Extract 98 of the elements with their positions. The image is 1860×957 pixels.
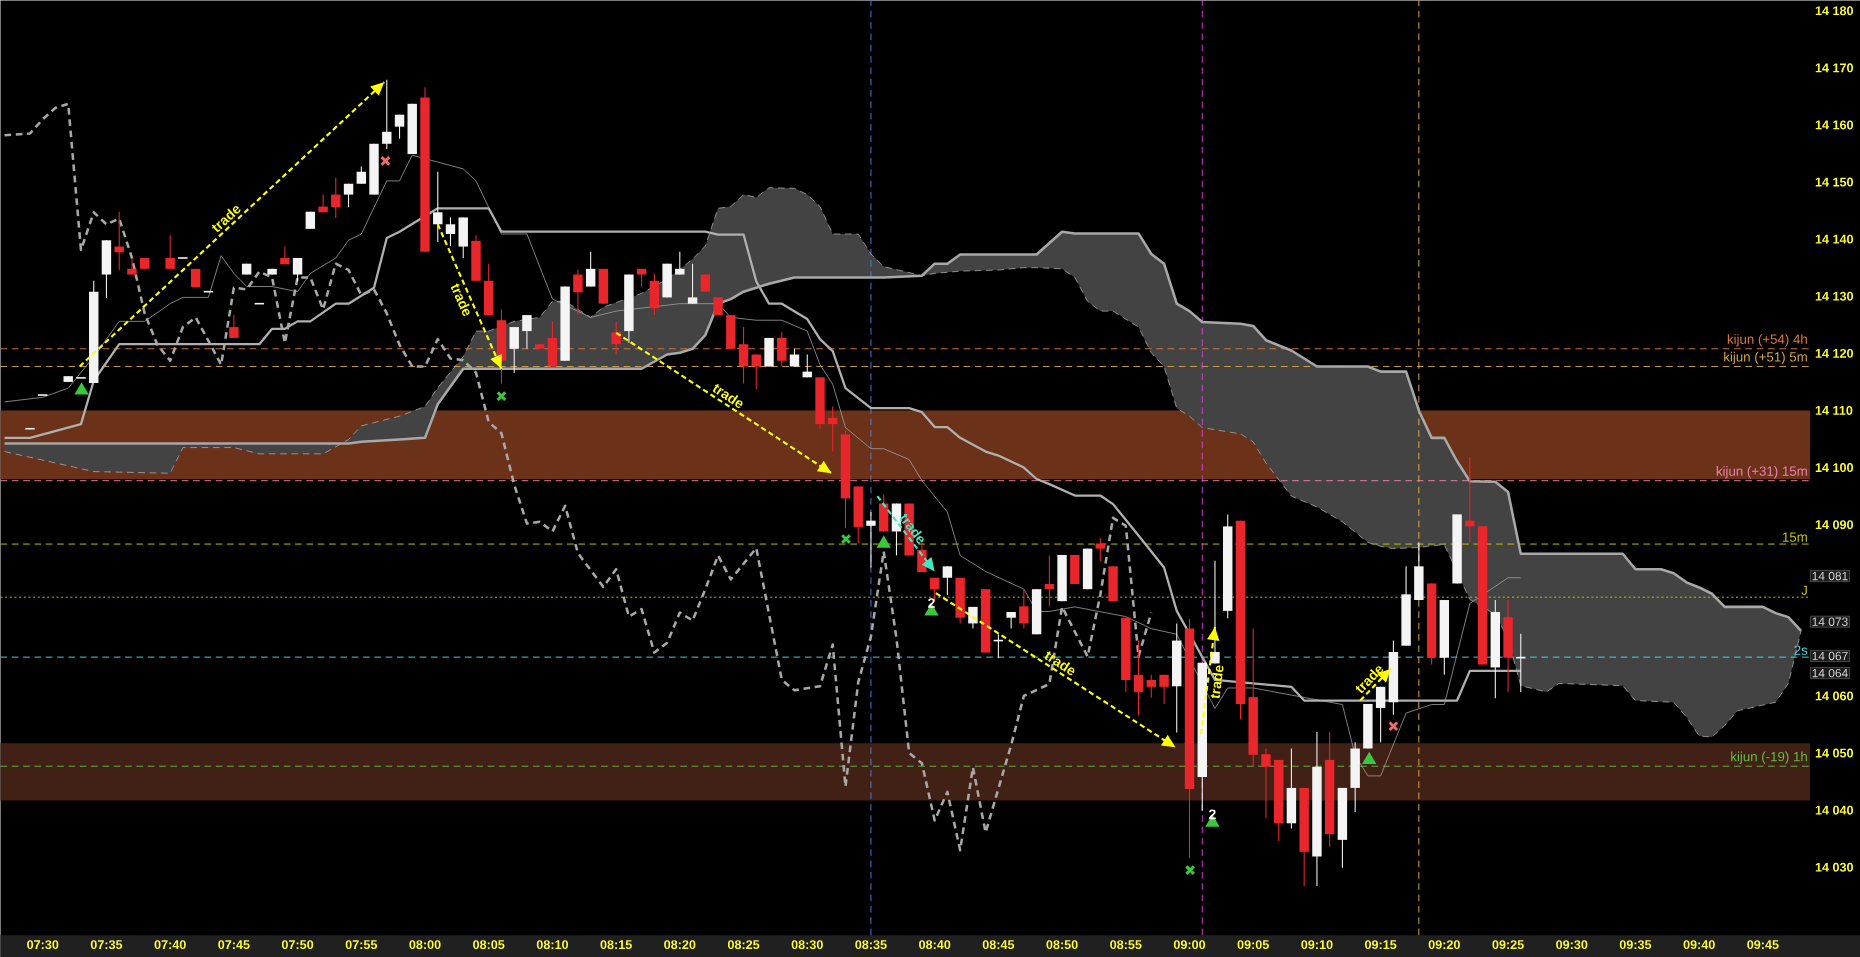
annotation: trade bbox=[1210, 665, 1224, 699]
candlestick bbox=[738, 326, 749, 385]
y-tick-label: 14 040 bbox=[1815, 805, 1854, 815]
ref-line-label: kijun (-19) 1h bbox=[1731, 751, 1807, 764]
candlestick bbox=[1044, 554, 1055, 607]
x-tick-label: 08:55 bbox=[1110, 940, 1142, 949]
x-tick-label: 08:50 bbox=[1046, 940, 1078, 949]
annotation: 2 bbox=[1209, 809, 1216, 820]
candlestick bbox=[573, 268, 583, 316]
candlestick bbox=[522, 314, 532, 350]
y2-tick-label: 14 064 bbox=[1812, 668, 1848, 678]
y2-tick-label: 14 073 bbox=[1812, 617, 1848, 626]
point bbox=[1388, 720, 1399, 732]
ref-line-label: kijun (+54) 4h bbox=[1727, 334, 1807, 347]
y-tick-label: 14 100 bbox=[1815, 462, 1854, 472]
x-tick-label: 07:55 bbox=[345, 940, 378, 949]
x-tick-label: 08:00 bbox=[409, 940, 441, 949]
candlestick bbox=[1261, 747, 1271, 819]
y2-tick-label: 14 067 bbox=[1812, 651, 1848, 661]
y2-tick-label: 14 081 bbox=[1812, 571, 1848, 581]
candlestick bbox=[585, 251, 596, 287]
candlestick bbox=[751, 353, 761, 390]
ref-line-label: 15m bbox=[1782, 532, 1807, 542]
candlestick bbox=[1133, 639, 1144, 716]
x-tick-label: 08:10 bbox=[536, 940, 569, 949]
candlestick bbox=[611, 320, 621, 355]
x-tick-label: 09:25 bbox=[1492, 940, 1524, 949]
x-tick-label: 09:10 bbox=[1301, 940, 1333, 949]
annotation: 2 bbox=[928, 598, 935, 608]
ref-line-label: 2s bbox=[1794, 645, 1808, 655]
x-tick-label: 08:25 bbox=[727, 940, 760, 949]
x-tick-label: 07:35 bbox=[90, 940, 123, 949]
x-tick-label: 08:45 bbox=[982, 940, 1015, 949]
candlestick bbox=[687, 263, 698, 305]
candlestick bbox=[777, 331, 787, 367]
candlestick bbox=[509, 326, 519, 374]
candlestick bbox=[331, 176, 341, 219]
x-tick-label: 07:50 bbox=[281, 940, 314, 949]
x-tick-label: 09:35 bbox=[1619, 940, 1652, 949]
y-tick-label: 14 060 bbox=[1815, 691, 1854, 701]
point bbox=[496, 390, 507, 402]
candlestick bbox=[445, 216, 456, 247]
candlestick bbox=[1095, 537, 1105, 562]
candlestick bbox=[127, 257, 137, 275]
x-tick-label: 09:00 bbox=[1173, 940, 1206, 949]
x-tick-label: 08:05 bbox=[473, 940, 505, 949]
point bbox=[1184, 864, 1196, 876]
y-tick-label: 14 140 bbox=[1815, 234, 1854, 244]
candlestick bbox=[1019, 588, 1029, 630]
point bbox=[840, 533, 852, 545]
x-tick-label: 09:15 bbox=[1365, 940, 1397, 949]
x-tick-label: 09:40 bbox=[1683, 940, 1715, 949]
candlestick bbox=[165, 234, 175, 270]
ref-line-label: J bbox=[1801, 585, 1807, 595]
candlestick bbox=[828, 405, 838, 452]
x-tick-label: 07:40 bbox=[154, 940, 186, 949]
x-tick-label: 09:05 bbox=[1237, 940, 1269, 949]
candlestick bbox=[866, 511, 876, 568]
x-tick-label: 08:30 bbox=[791, 940, 823, 949]
point bbox=[877, 536, 890, 548]
x-tick-label: 09:20 bbox=[1428, 940, 1460, 949]
y-tick-label: 14 180 bbox=[1815, 6, 1854, 16]
point bbox=[75, 383, 88, 395]
candlestick bbox=[1146, 674, 1156, 699]
candlestick bbox=[433, 171, 443, 243]
y-tick-label: 14 150 bbox=[1815, 177, 1854, 187]
x-tick-label: 07:30 bbox=[27, 940, 59, 949]
candlestick bbox=[942, 565, 953, 596]
annotation: trade bbox=[451, 283, 470, 316]
candlestick bbox=[675, 251, 685, 275]
candlestick bbox=[114, 211, 124, 271]
y-tick-label: 14 170 bbox=[1815, 63, 1854, 73]
x-tick-label: 08:15 bbox=[600, 940, 632, 949]
x-tick-label: 07:45 bbox=[218, 940, 250, 949]
point bbox=[1363, 753, 1376, 764]
y-tick-label: 14 130 bbox=[1815, 291, 1854, 301]
candlestick bbox=[1006, 611, 1016, 630]
candlestick bbox=[318, 193, 328, 213]
candlestick bbox=[1515, 633, 1527, 693]
y-tick-label: 14 120 bbox=[1815, 348, 1854, 358]
x-tick-label: 08:20 bbox=[664, 940, 696, 949]
candlestick bbox=[280, 245, 290, 265]
y-tick-label: 14 110 bbox=[1815, 405, 1853, 415]
ref-line-label: kijun (+31) 15m bbox=[1716, 465, 1807, 479]
y-tick-label: 14 090 bbox=[1815, 520, 1854, 530]
candlestick bbox=[1159, 674, 1169, 705]
candlestick bbox=[229, 314, 239, 339]
y-tick-label: 14 050 bbox=[1815, 748, 1854, 758]
point bbox=[380, 155, 391, 167]
y-tick-label: 14 160 bbox=[1815, 120, 1854, 130]
candlestick bbox=[1465, 456, 1475, 543]
x-tick-label: 08:35 bbox=[855, 940, 887, 949]
x-tick-label: 09:30 bbox=[1556, 940, 1588, 949]
candlestick bbox=[382, 79, 392, 150]
ref-line-label: kijun (+51) 5m bbox=[1724, 351, 1807, 365]
y-tick-label: 14 030 bbox=[1815, 862, 1854, 872]
x-tick-label: 08:40 bbox=[919, 940, 951, 949]
x-tick-label: 09:45 bbox=[1747, 940, 1779, 949]
